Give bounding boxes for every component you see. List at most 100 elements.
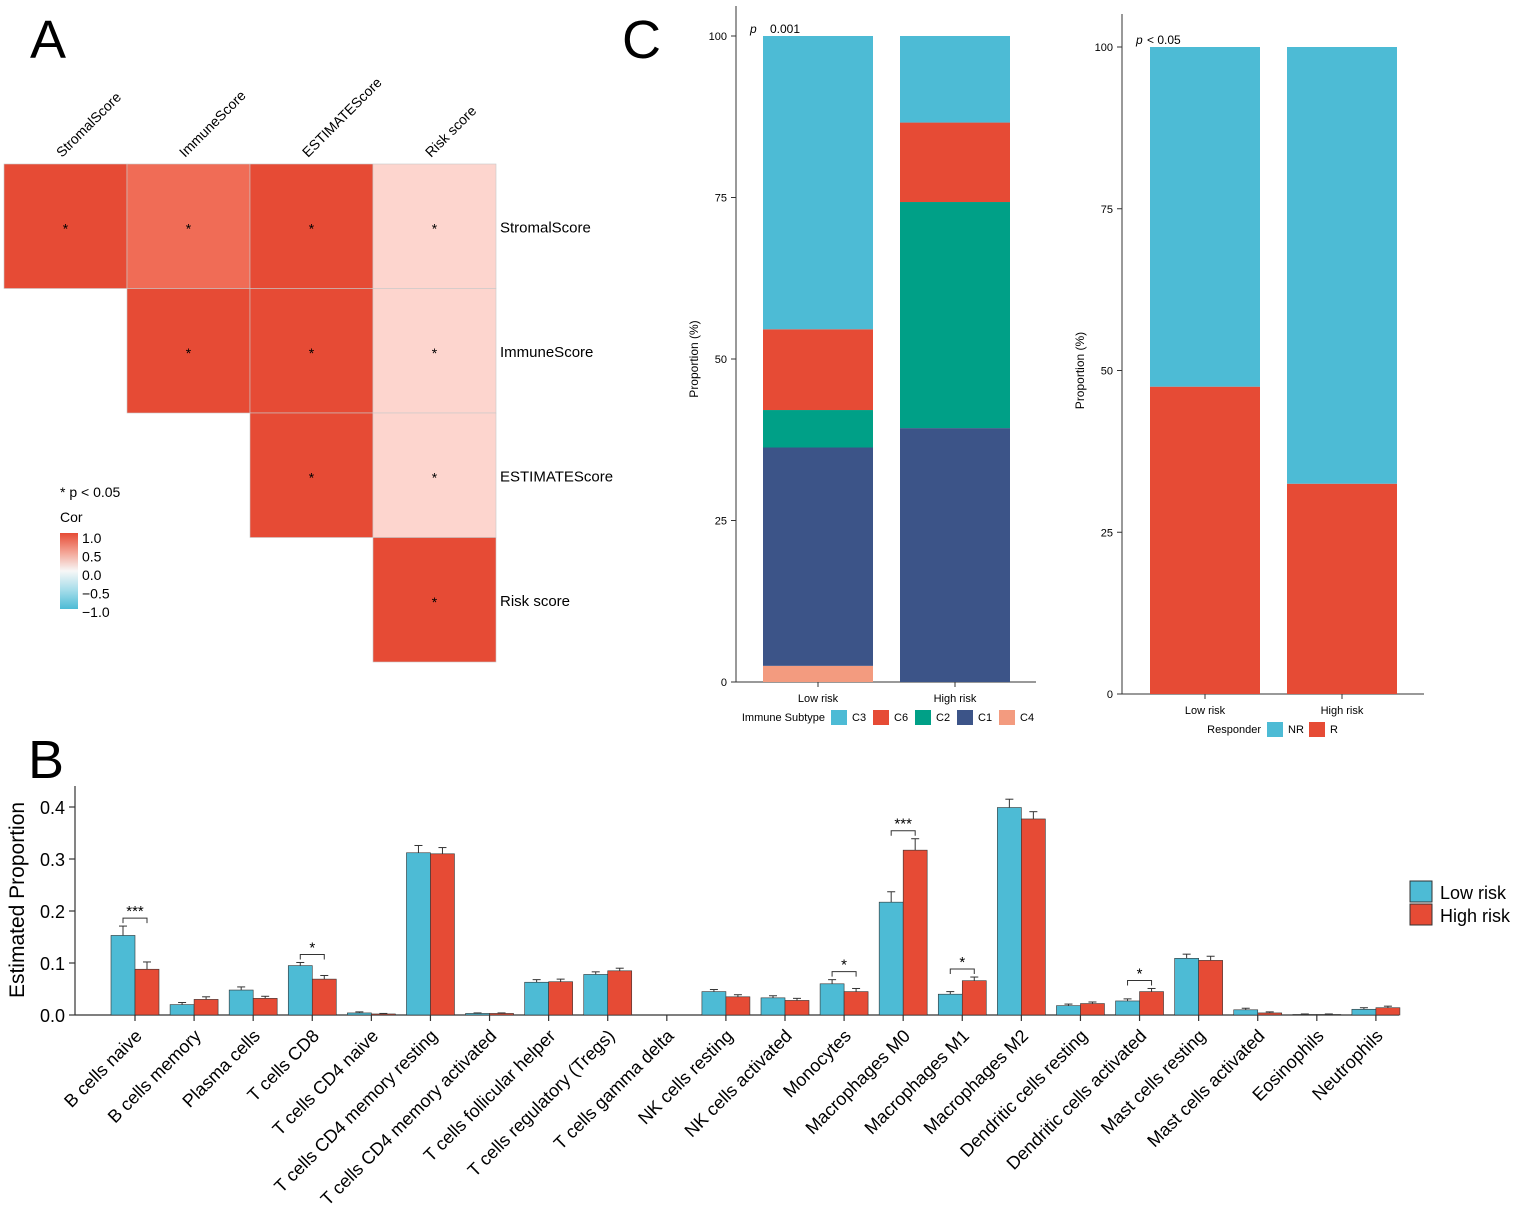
legend-label-low-risk: Low risk — [1440, 883, 1507, 903]
bar-low-risk-macrophages-m2 — [997, 807, 1022, 1016]
heatmap-cell-mark: * — [309, 345, 315, 361]
row-label-estimatescore: ESTIMATEScore — [500, 468, 613, 485]
category-label-mast-cells-resting: Mast cells resting — [1097, 1026, 1209, 1138]
heatmap-cell-mark: * — [432, 220, 438, 236]
legend-swatch-c2 — [915, 710, 931, 725]
bar-low-risk-macrophages-m1 — [937, 993, 963, 1016]
heatmap-cell-mark: * — [186, 220, 192, 236]
row-label-immunescore: ImmuneScore — [500, 344, 593, 361]
y-tick-label: 25 — [1101, 527, 1113, 539]
bar-low-risk-t-cells-cd4-memory-resting — [406, 852, 431, 1016]
color-scale-tick-label: 1.0 — [82, 530, 102, 546]
stack-c3-high-risk — [900, 36, 1010, 123]
panel-label-c: C — [622, 10, 661, 70]
color-scale-tick-label: −0.5 — [82, 586, 110, 602]
y-tick-label: 25 — [715, 516, 727, 528]
heatmap-cell-mark: * — [309, 220, 315, 236]
color-scale-bar — [60, 533, 78, 609]
y-axis-title: Proportion (%) — [687, 320, 701, 397]
heatmap-cell-immunescore-immunescore — [126, 288, 251, 414]
legend-label-high-risk: High risk — [1440, 906, 1511, 926]
legend-swatch-low-risk — [1409, 880, 1433, 903]
bar-low-risk-mast-cells-resting — [1174, 958, 1199, 1016]
legend-label-r: R — [1330, 724, 1338, 736]
bar-low-risk-neutrophils — [1351, 1008, 1377, 1016]
heatmap-cell-risk-score-risk-score — [372, 537, 497, 663]
stack-c1-low-risk — [763, 447, 873, 666]
y-tick-label: 0 — [1107, 689, 1113, 701]
heatmap-cell-mark: * — [186, 345, 192, 361]
heatmap-legend-title: Cor — [60, 509, 83, 525]
heatmap-cell-stromalscore-stromalscore — [3, 163, 128, 289]
bar-low-risk-t-cells-cd8 — [287, 965, 313, 1016]
bar-high-risk-macrophages-m2 — [1021, 818, 1046, 1016]
bar-low-risk-eosinophils — [1292, 1014, 1318, 1016]
p-value: 0.001 — [770, 22, 800, 36]
column-label-estimatescore: ESTIMATEScore — [299, 74, 385, 160]
bar-high-risk-t-cells-cd4-memory-resting — [430, 853, 455, 1016]
significance-label: *** — [126, 903, 144, 920]
p-value-symbol: p — [1135, 33, 1143, 47]
category-label-t-cells-cd4-naive: T cells CD4 naive — [269, 1026, 383, 1140]
stack-r-low-risk — [1150, 386, 1260, 694]
heatmap-cells: * * * * * * * * * * — [3, 163, 497, 663]
significance-bracket — [299, 953, 325, 960]
bar-low-risk-mast-cells-activated — [1233, 1009, 1259, 1016]
significance-bracket — [831, 971, 857, 977]
y-tick-label: 100 — [709, 31, 727, 43]
y-tick-label: 100 — [1095, 42, 1113, 54]
legend-label-c2: C2 — [936, 712, 950, 724]
legend-swatch-nr — [1267, 722, 1283, 737]
legend-title: Immune Subtype — [742, 712, 825, 724]
bar-high-risk-t-cells-regulatory-tregs — [607, 970, 633, 1016]
legend-label-c6: C6 — [894, 712, 908, 724]
significance-label: * — [841, 957, 847, 974]
heatmap-cell-mark: * — [309, 469, 315, 485]
heatmap-cell-immunescore-risk-score — [372, 288, 497, 414]
stack-nr-low-risk — [1150, 47, 1260, 387]
y-tick-label: 50 — [715, 354, 727, 366]
significance-label: *** — [894, 816, 912, 833]
significance-label: * — [1137, 965, 1143, 982]
y-tick-label: 0.2 — [40, 902, 65, 922]
p-value-symbol: p — [749, 22, 757, 36]
color-scale-tick-label: 0.5 — [82, 549, 102, 565]
y-tick-label: 0.4 — [40, 798, 65, 818]
bar-low-risk-macrophages-m0 — [878, 901, 904, 1016]
column-label-risk-score: Risk score — [422, 102, 480, 160]
significance-label: * — [959, 954, 965, 971]
category-label-macrophages-m1: Macrophages M1 — [861, 1026, 973, 1138]
heatmap-cell-mark: * — [432, 469, 438, 485]
bar-low-risk-t-cells-cd4-memory-activated — [465, 1013, 490, 1016]
legend-label-c3: C3 — [852, 712, 866, 724]
legend-title: Responder — [1207, 724, 1261, 736]
bar-high-risk-eosinophils — [1316, 1014, 1342, 1016]
legend-swatch-c1 — [957, 710, 973, 725]
heatmap-cell-estimatescore-estimatescore — [249, 412, 374, 538]
stack-c2-high-risk — [900, 202, 1010, 429]
bar-high-risk-t-cells-follicular-helper — [548, 981, 573, 1016]
category-label-macrophages-m0: Macrophages M0 — [802, 1026, 914, 1138]
heatmap-cell-mark: * — [63, 220, 69, 236]
significance-label: * — [309, 939, 315, 956]
category-label-high-risk: High risk — [934, 693, 977, 705]
y-axis-title: Estimated Proportion — [6, 802, 29, 998]
column-label-immunescore: ImmuneScore — [176, 87, 249, 160]
stack-c1-high-risk — [900, 428, 1010, 682]
bar-chart-legend: Low risk High risk — [1409, 880, 1511, 926]
category-label-low-risk: Low risk — [798, 693, 839, 705]
heatmap-cell-mark: * — [432, 594, 438, 610]
bar-low-risk-dendritic-cells-resting — [1056, 1005, 1081, 1016]
y-tick-label: 0.3 — [40, 850, 65, 870]
y-axis-title: Proportion (%) — [1073, 332, 1087, 409]
significance-note: * p < 0.05 — [60, 484, 121, 500]
category-label-low-risk: Low risk — [1185, 705, 1226, 717]
bar-low-risk-t-cells-follicular-helper — [524, 981, 549, 1016]
legend-swatch-high-risk — [1409, 903, 1433, 926]
bar-high-risk-neutrophils — [1375, 1007, 1401, 1016]
stack-c4-low-risk — [763, 665, 873, 682]
stacked-chart-responder: 0 25 50 75 100 Proportion (%) Low risk High ris… — [1073, 14, 1424, 737]
significance-bracket — [1127, 979, 1153, 986]
heatmap-cell-immunescore-estimatescore — [249, 288, 374, 414]
